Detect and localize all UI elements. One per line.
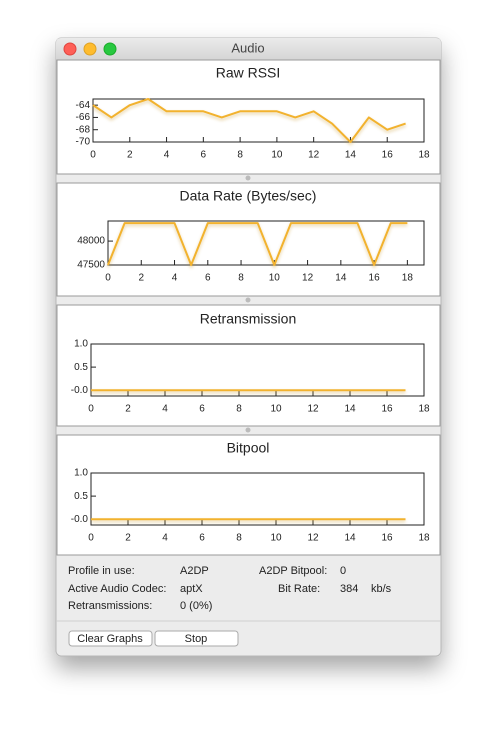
y-tick-label: 0.5 [74,362,88,373]
clear-graphs-button[interactable] [68,630,153,647]
x-tick-label: 0 [90,150,96,161]
x-tick-label: 14 [345,150,357,161]
x-tick-label: 6 [199,404,205,415]
x-tick-label: 6 [199,533,205,544]
y-tick-label: -64 [76,100,91,111]
info-unit: kb/s [371,583,392,595]
x-tick-label: 0 [105,273,111,284]
x-tick-label: 4 [164,150,170,161]
x-tick-label: 18 [418,150,430,161]
splitter [245,297,251,303]
y-tick-label: -70 [76,137,91,148]
chart-title: Raw RSSI [216,65,281,81]
x-tick-label: 2 [127,150,133,161]
x-tick-label: 12 [302,273,314,284]
y-tick-label: 1.0 [74,468,88,479]
info-label: Profile in use: [68,565,135,577]
x-tick-label: 2 [125,533,131,544]
stop-button[interactable] [154,630,239,647]
title-bar [56,38,441,60]
x-tick-label: 4 [162,533,168,544]
y-tick-label: -0.0 [71,514,89,525]
series-line [92,98,406,143]
graphs: Raw RSSI -64-66-68 -70 0 2 4 6 8 10 12 14 16 18 Data … [56,59,441,556]
x-tick-label: 6 [205,273,211,284]
x-tick-label: 18 [402,273,414,284]
info-value: 0 (0%) [180,600,212,612]
close-button[interactable] [63,42,77,56]
chart-title: Bitpool [227,440,270,456]
info: Profile in use: A2DP Active Audio Codec: ap… [68,565,392,612]
x-tick-label: 10 [270,404,282,415]
info-value: aptX [180,583,203,595]
x-tick-label: 18 [418,533,430,544]
x-tick-label: 8 [236,404,242,415]
x-tick-label: 16 [381,404,393,415]
y-tick-label: 1.0 [74,339,88,350]
button-label[interactable]: Stop [185,633,208,645]
info-label: A2DP Bitpool: [259,565,327,577]
info-label: Bit Rate: [278,583,320,595]
x-tick-label: 4 [162,404,168,415]
y-tick-label: -0.0 [71,385,89,396]
zoom-button[interactable] [103,42,117,56]
x-tick-label: 0 [88,404,94,415]
x-tick-label: 2 [138,273,144,284]
x-tick-label: 10 [270,533,282,544]
info-value: 384 [340,583,358,595]
x-tick-label: 8 [238,273,244,284]
x-tick-label: 16 [382,150,394,161]
info-value: A2DP [180,565,209,577]
y-tick-label: 0.5 [74,491,88,502]
x-tick-label: 14 [344,404,356,415]
x-tick-label: 14 [344,533,356,544]
y-tick-label: -66 [76,112,91,123]
series-line [107,222,408,266]
chart-title: Retransmission [200,311,296,327]
x-tick-label: 8 [236,533,242,544]
x-tick-label: 12 [307,404,319,415]
x-tick-label: 10 [271,150,283,161]
info-value: 0 [340,565,346,577]
window-title: Audio [231,40,264,55]
plot-area [92,98,425,143]
y-tick-label: -68 [76,124,91,135]
x-tick-label: 16 [369,273,381,284]
button-label[interactable]: Clear Graphs [77,633,143,645]
y-tick-label: 47500 [77,260,105,271]
x-tick-label: 2 [125,404,131,415]
y-tick-label: 48000 [77,236,105,247]
x-tick-label: 4 [172,273,178,284]
minimize-button[interactable] [83,42,97,56]
x-tick-label: 8 [237,150,243,161]
info-label: Retransmissions: [68,600,152,612]
x-tick-label: 10 [269,273,281,284]
plot-area [90,343,425,397]
chart-title: Data Rate (Bytes/sec) [180,188,317,204]
x-tick-label: 6 [201,150,207,161]
x-tick-label: 14 [335,273,347,284]
info-label: Active Audio Codec: [68,583,166,595]
x-tick-label: 12 [308,150,320,161]
x-tick-label: 12 [307,533,319,544]
splitter [245,427,251,433]
splitter [245,175,251,181]
x-tick-label: 18 [418,404,430,415]
plot-area [90,472,425,526]
x-tick-label: 16 [381,533,393,544]
x-tick-label: 0 [88,533,94,544]
